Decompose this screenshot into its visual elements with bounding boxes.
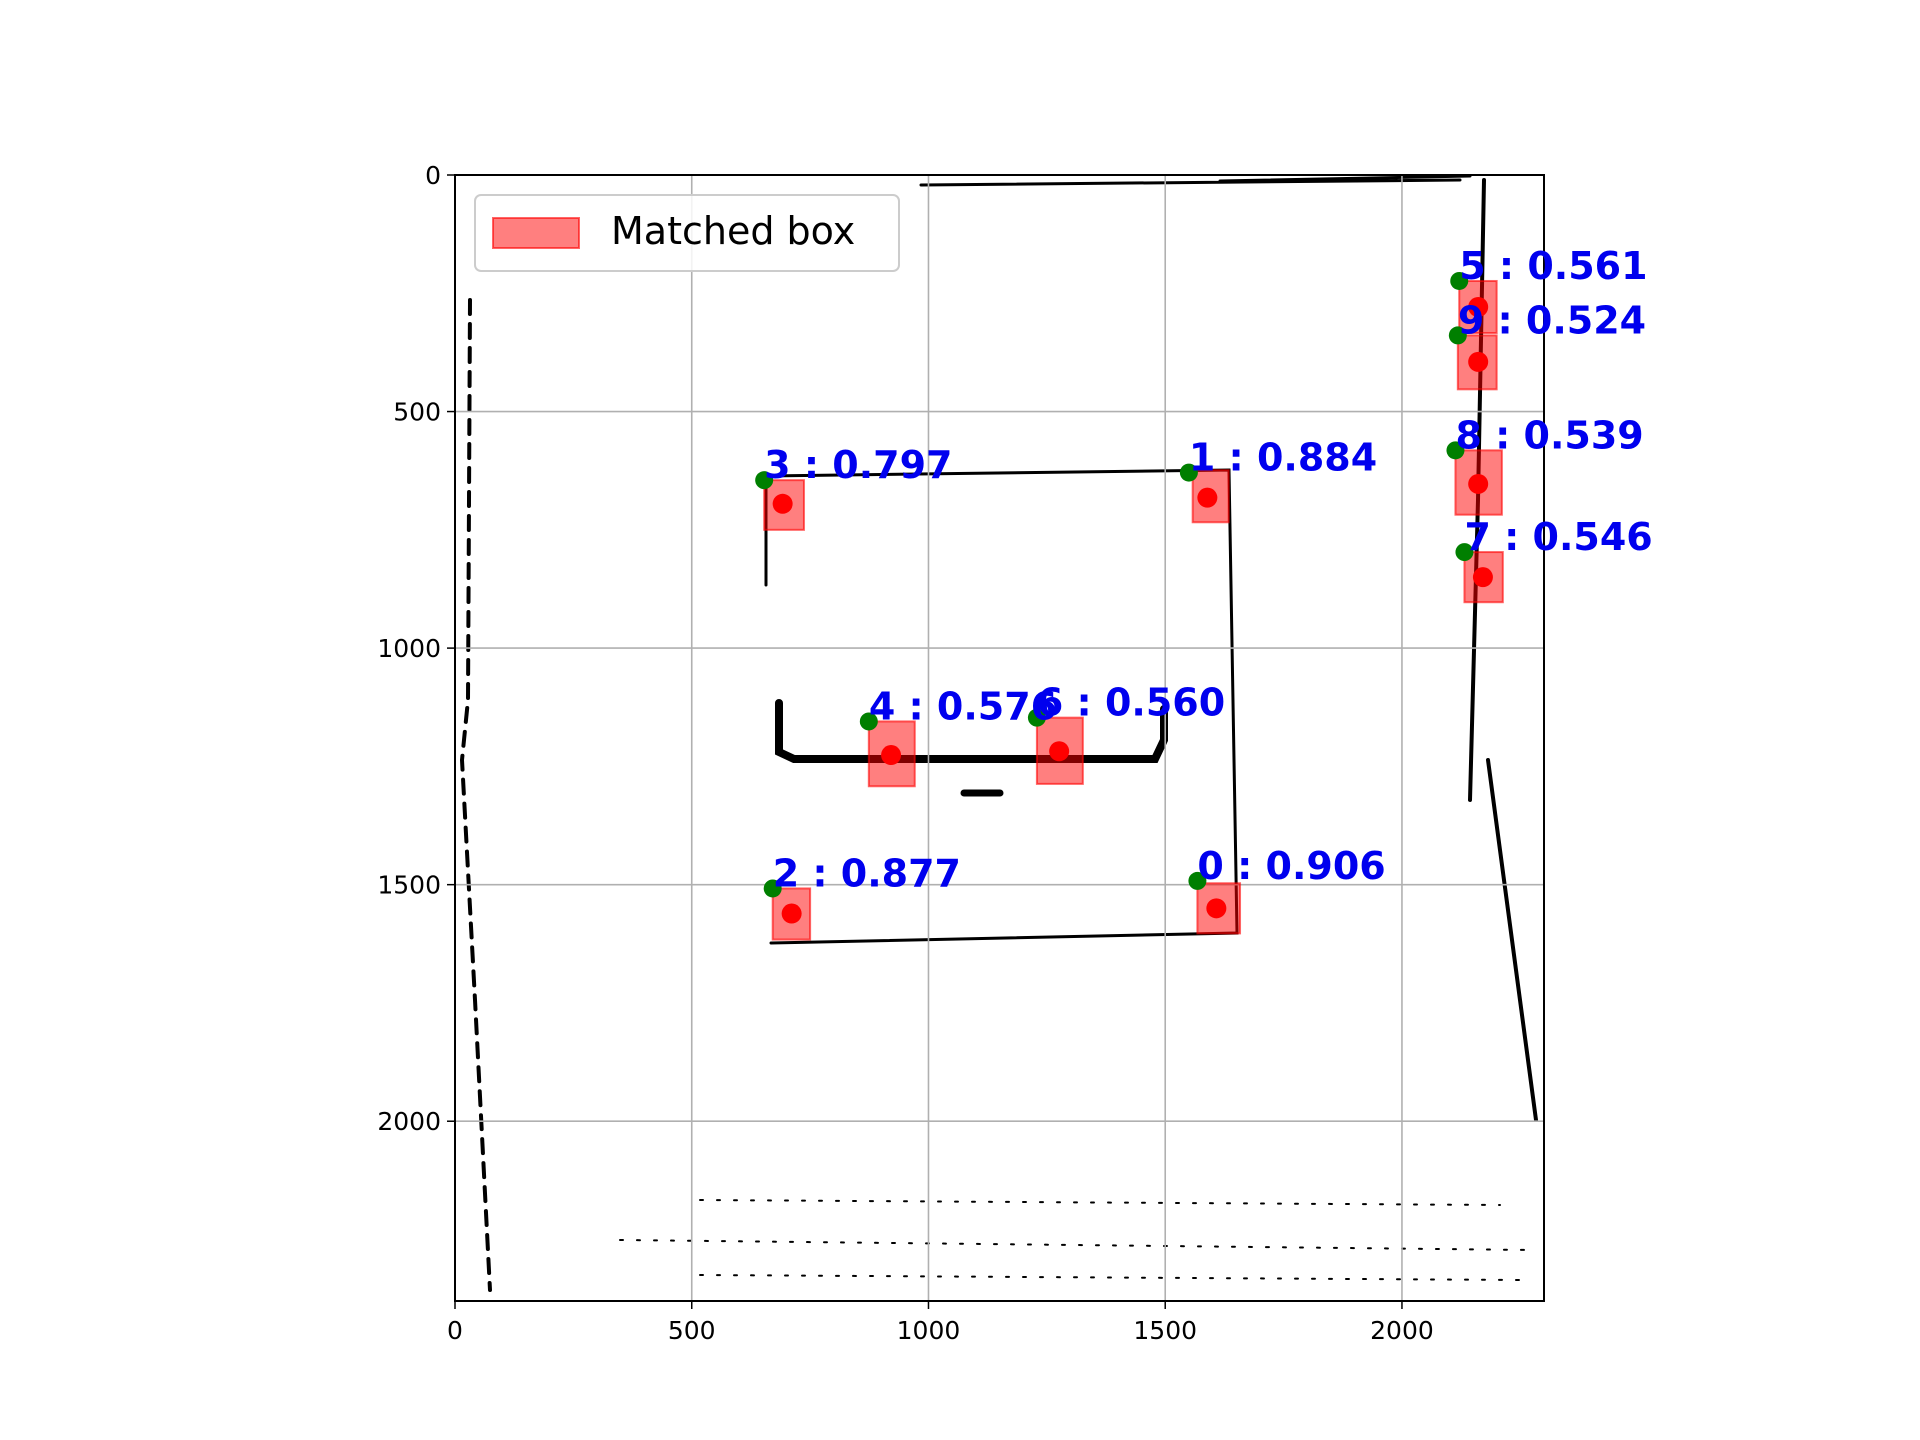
center-point xyxy=(1472,567,1493,588)
center-point xyxy=(881,745,902,766)
center-point xyxy=(1197,487,1218,508)
grid xyxy=(454,174,1544,1301)
detection-label: 8 : 0.539 xyxy=(1455,413,1643,457)
detection-label: 3 : 0.797 xyxy=(764,443,952,487)
detection-label: 0 : 0.906 xyxy=(1197,844,1385,888)
corner-point xyxy=(1188,871,1207,890)
x-tick-label: 1500 xyxy=(1133,1316,1197,1345)
legend-frame xyxy=(474,194,900,272)
center-point xyxy=(1468,296,1489,317)
detection-label: 2 : 0.877 xyxy=(773,851,961,895)
x-tick-label: 2000 xyxy=(1370,1316,1434,1345)
corner-point xyxy=(1450,271,1469,290)
corner-point xyxy=(1448,326,1467,345)
legend-swatch xyxy=(492,217,580,249)
image-stroke xyxy=(775,699,1168,763)
center-point xyxy=(781,903,802,924)
image-stroke xyxy=(459,298,492,1292)
center-point xyxy=(1049,741,1070,762)
center-point xyxy=(1468,351,1489,372)
corner-point xyxy=(1027,708,1046,727)
detection-label: 1 : 0.884 xyxy=(1189,436,1377,480)
binary-image xyxy=(459,174,1538,1292)
y-tick-label: 1500 xyxy=(377,871,441,900)
detection-labels: 0 : 0.906 1 : 0.884 2 : 0.877 3 : 0.797 4 : … xyxy=(764,244,1653,895)
corner-point xyxy=(859,712,878,731)
corner-point xyxy=(763,879,782,898)
center-point xyxy=(772,493,793,514)
legend-label: Matched box xyxy=(611,209,855,253)
marks xyxy=(755,271,1504,941)
detection-label: 4 : 0.576 xyxy=(869,684,1057,728)
y-tick-label: 1000 xyxy=(377,634,441,663)
center-point xyxy=(1468,473,1489,494)
detection-label: 6 : 0.560 xyxy=(1037,681,1225,725)
legend: Matched box xyxy=(474,194,900,272)
corner-point xyxy=(1179,463,1198,482)
x-tick-label: 1000 xyxy=(897,1316,961,1345)
corner-point xyxy=(1446,441,1465,460)
x-tick-label: 500 xyxy=(668,1316,716,1345)
detection-label: 9 : 0.524 xyxy=(1458,298,1646,342)
corner-point xyxy=(1455,543,1474,562)
center-point xyxy=(1206,898,1227,919)
image-stroke xyxy=(619,1199,1531,1281)
corner-point xyxy=(755,471,774,490)
axes-frame xyxy=(454,174,1545,1302)
y-tick-label: 500 xyxy=(393,398,441,427)
x-tick-label: 0 xyxy=(447,1316,463,1345)
y-tick-label: 2000 xyxy=(377,1107,441,1136)
detection-label: 5 : 0.561 xyxy=(1459,244,1647,288)
image-stroke xyxy=(919,174,1472,187)
y-tick-label: 0 xyxy=(425,161,441,190)
detection-label: 7 : 0.546 xyxy=(1464,515,1652,559)
ticks: 0 500 1000 1500 2000 0 500 1000 1500 2000 xyxy=(377,161,1433,1345)
